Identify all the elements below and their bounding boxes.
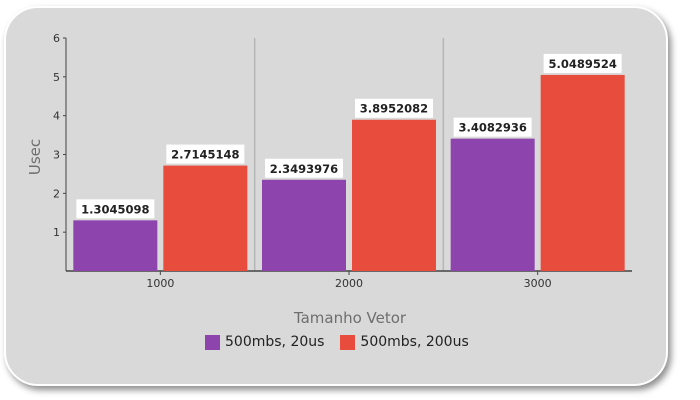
x-tick-label: 3000 [524, 277, 552, 290]
y-tick-label: 2 [53, 187, 60, 200]
data-label: 3.8952082 [360, 102, 428, 116]
legend-label-series-2: 500mbs, 200us [360, 334, 469, 350]
grid-layer [253, 38, 445, 271]
data-label: 2.3493976 [270, 162, 338, 176]
bar-2000-series-1[interactable] [262, 179, 346, 271]
data-label-box [355, 98, 433, 118]
legend: 500mbs, 20us 500mbs, 200us [205, 334, 485, 350]
bar-2000-series-2[interactable] [352, 119, 436, 271]
x-tick-label: 2000 [335, 277, 363, 290]
data-label-box [265, 158, 343, 178]
bar-1000-series-2[interactable] [163, 165, 248, 271]
bar-layer [73, 74, 625, 272]
legend-item-series-2[interactable]: 500mbs, 200us [340, 334, 469, 350]
y-tick-label: 3 [53, 149, 60, 162]
data-label: 2.7145148 [171, 148, 239, 162]
data-label-box [76, 199, 155, 219]
legend-swatch-series-2 [340, 334, 356, 350]
data-label: 1.3045098 [81, 202, 149, 216]
data-label-box [543, 53, 622, 73]
bar-1000-series-1[interactable] [73, 220, 158, 271]
data-label: 5.0489524 [548, 57, 616, 71]
bar-3000-series-2[interactable] [540, 74, 625, 272]
y-tick-label: 1 [53, 226, 60, 239]
data-label: 3.4082936 [458, 121, 526, 135]
data-label-box [453, 117, 532, 137]
y-tick-label: 5 [53, 71, 60, 84]
legend-item-series-1[interactable]: 500mbs, 20us [205, 334, 324, 350]
legend-label-series-1: 500mbs, 20us [225, 334, 325, 350]
y-tick-label: 6 [53, 32, 60, 45]
bar-3000-series-1[interactable] [450, 138, 535, 271]
y-tick-label: 4 [53, 110, 60, 123]
y-axis-title: Usec [26, 139, 44, 175]
legend-swatch-series-1 [205, 334, 220, 350]
x-axis-title: Tamanho Vetor [293, 309, 407, 327]
x-tick-label: 1000 [146, 277, 174, 290]
data-label-box [166, 144, 245, 164]
data-label-layer: 1.3045098 2.7145148 2.3493976 3.8952082 3.40… [76, 53, 622, 219]
axis-layer: 1 2 3 4 5 6 1000 2000 3000 [53, 32, 632, 290]
